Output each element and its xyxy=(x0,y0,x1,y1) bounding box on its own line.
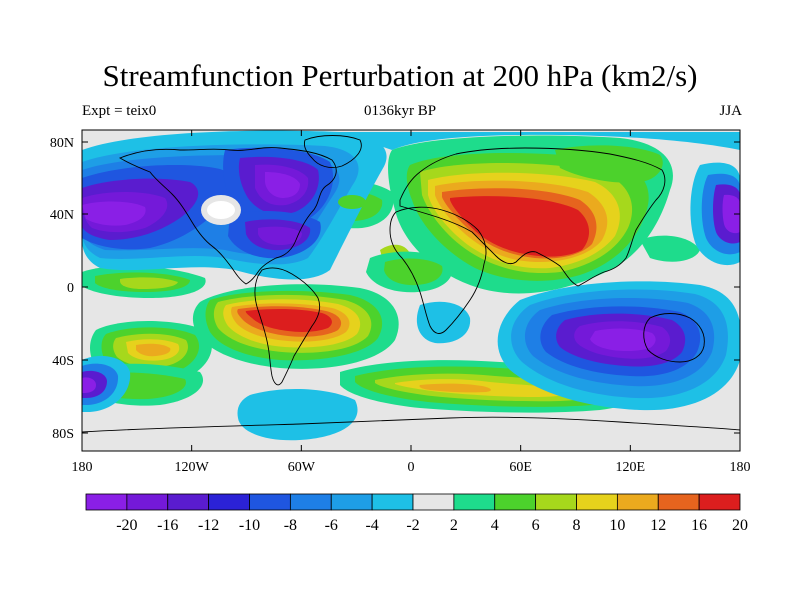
lat-label: 80S xyxy=(52,427,74,442)
colorbar-label: 12 xyxy=(650,517,666,534)
lon-label: 0 xyxy=(408,460,415,475)
lon-label: 180 xyxy=(730,460,751,475)
colorbar-swatch xyxy=(126,493,169,511)
colorbar: -20 -16 -12 -10 -8 -6 -4 -2 2 4 6 8 10 12 16 20 xyxy=(85,493,748,534)
colorbar-label: -20 xyxy=(116,517,137,534)
figure-title: Streamfunction Perturbation at 200 hPa (… xyxy=(102,58,698,93)
colorbar-swatch xyxy=(371,493,414,511)
colorbar-swatch xyxy=(208,493,250,511)
lon-label: 180 xyxy=(72,460,93,475)
colorbar-swatch xyxy=(85,493,128,511)
colorbar-label: -6 xyxy=(325,517,338,534)
season-label: JJA xyxy=(719,103,742,119)
contour-field xyxy=(82,130,740,451)
colorbar-swatch xyxy=(412,493,455,511)
colorbar-swatch xyxy=(576,493,618,511)
africa-coast xyxy=(389,206,487,334)
colorbar-swatch xyxy=(289,493,332,511)
coastlines xyxy=(82,135,740,433)
colorbar-label: 20 xyxy=(732,517,748,534)
east-pacific-low xyxy=(690,162,740,266)
colorbar-label: -10 xyxy=(239,517,260,534)
colorbar-label: -2 xyxy=(406,517,419,534)
lon-label: 60W xyxy=(288,460,316,475)
lat-label: 40S xyxy=(52,354,74,369)
time-label: 0136kyr BP xyxy=(363,103,437,119)
colorbar-label: 2 xyxy=(450,517,458,534)
colorbar-swatch xyxy=(616,493,659,511)
south-atlantic-high xyxy=(192,284,399,369)
colorbar-label: -16 xyxy=(157,517,178,534)
colorbar-swatch xyxy=(249,493,291,511)
colorbar-label: 16 xyxy=(691,517,707,534)
eurasia-coast xyxy=(399,147,666,287)
lat-label: 0 xyxy=(67,281,74,296)
south-america-coast xyxy=(254,267,321,386)
colorbar-label: 10 xyxy=(609,517,625,534)
colorbar-swatch xyxy=(657,493,700,511)
southern-lows xyxy=(82,132,740,441)
lat-label: 40N xyxy=(50,208,74,223)
colorbar-label: -8 xyxy=(284,517,297,534)
colorbar-label: 6 xyxy=(532,517,540,534)
colorbar-swatch xyxy=(698,493,741,511)
experiment-label: Expt = teix0 xyxy=(82,103,157,119)
lon-label: 60E xyxy=(509,460,532,475)
axis-ticks: 80N 40N 0 40S 80S 180 120W 60W 0 60E 120E 180 xyxy=(50,130,751,475)
eurasia-high xyxy=(380,135,700,294)
colorbar-label: -12 xyxy=(198,517,219,534)
australia-coast xyxy=(643,313,705,363)
lon-label: 120E xyxy=(616,460,646,475)
colorbar-swatch xyxy=(535,493,577,511)
greenland-coast xyxy=(303,135,362,169)
colorbar-label: -4 xyxy=(365,517,378,534)
colorbar-swatch xyxy=(494,493,537,511)
colorbar-label: 8 xyxy=(573,517,581,534)
lat-label: 80N xyxy=(50,136,74,151)
colorbar-swatch xyxy=(167,493,210,511)
antarctica-coast xyxy=(82,416,740,433)
indo-pacific-low xyxy=(497,281,740,411)
north-america-coast xyxy=(118,147,337,285)
lon-label: 120W xyxy=(175,460,210,475)
colorbar-swatch xyxy=(330,493,373,511)
colorbar-swatch xyxy=(453,493,496,511)
pacific-north-american-lows xyxy=(82,130,387,280)
colorbar-label: 4 xyxy=(491,517,499,534)
